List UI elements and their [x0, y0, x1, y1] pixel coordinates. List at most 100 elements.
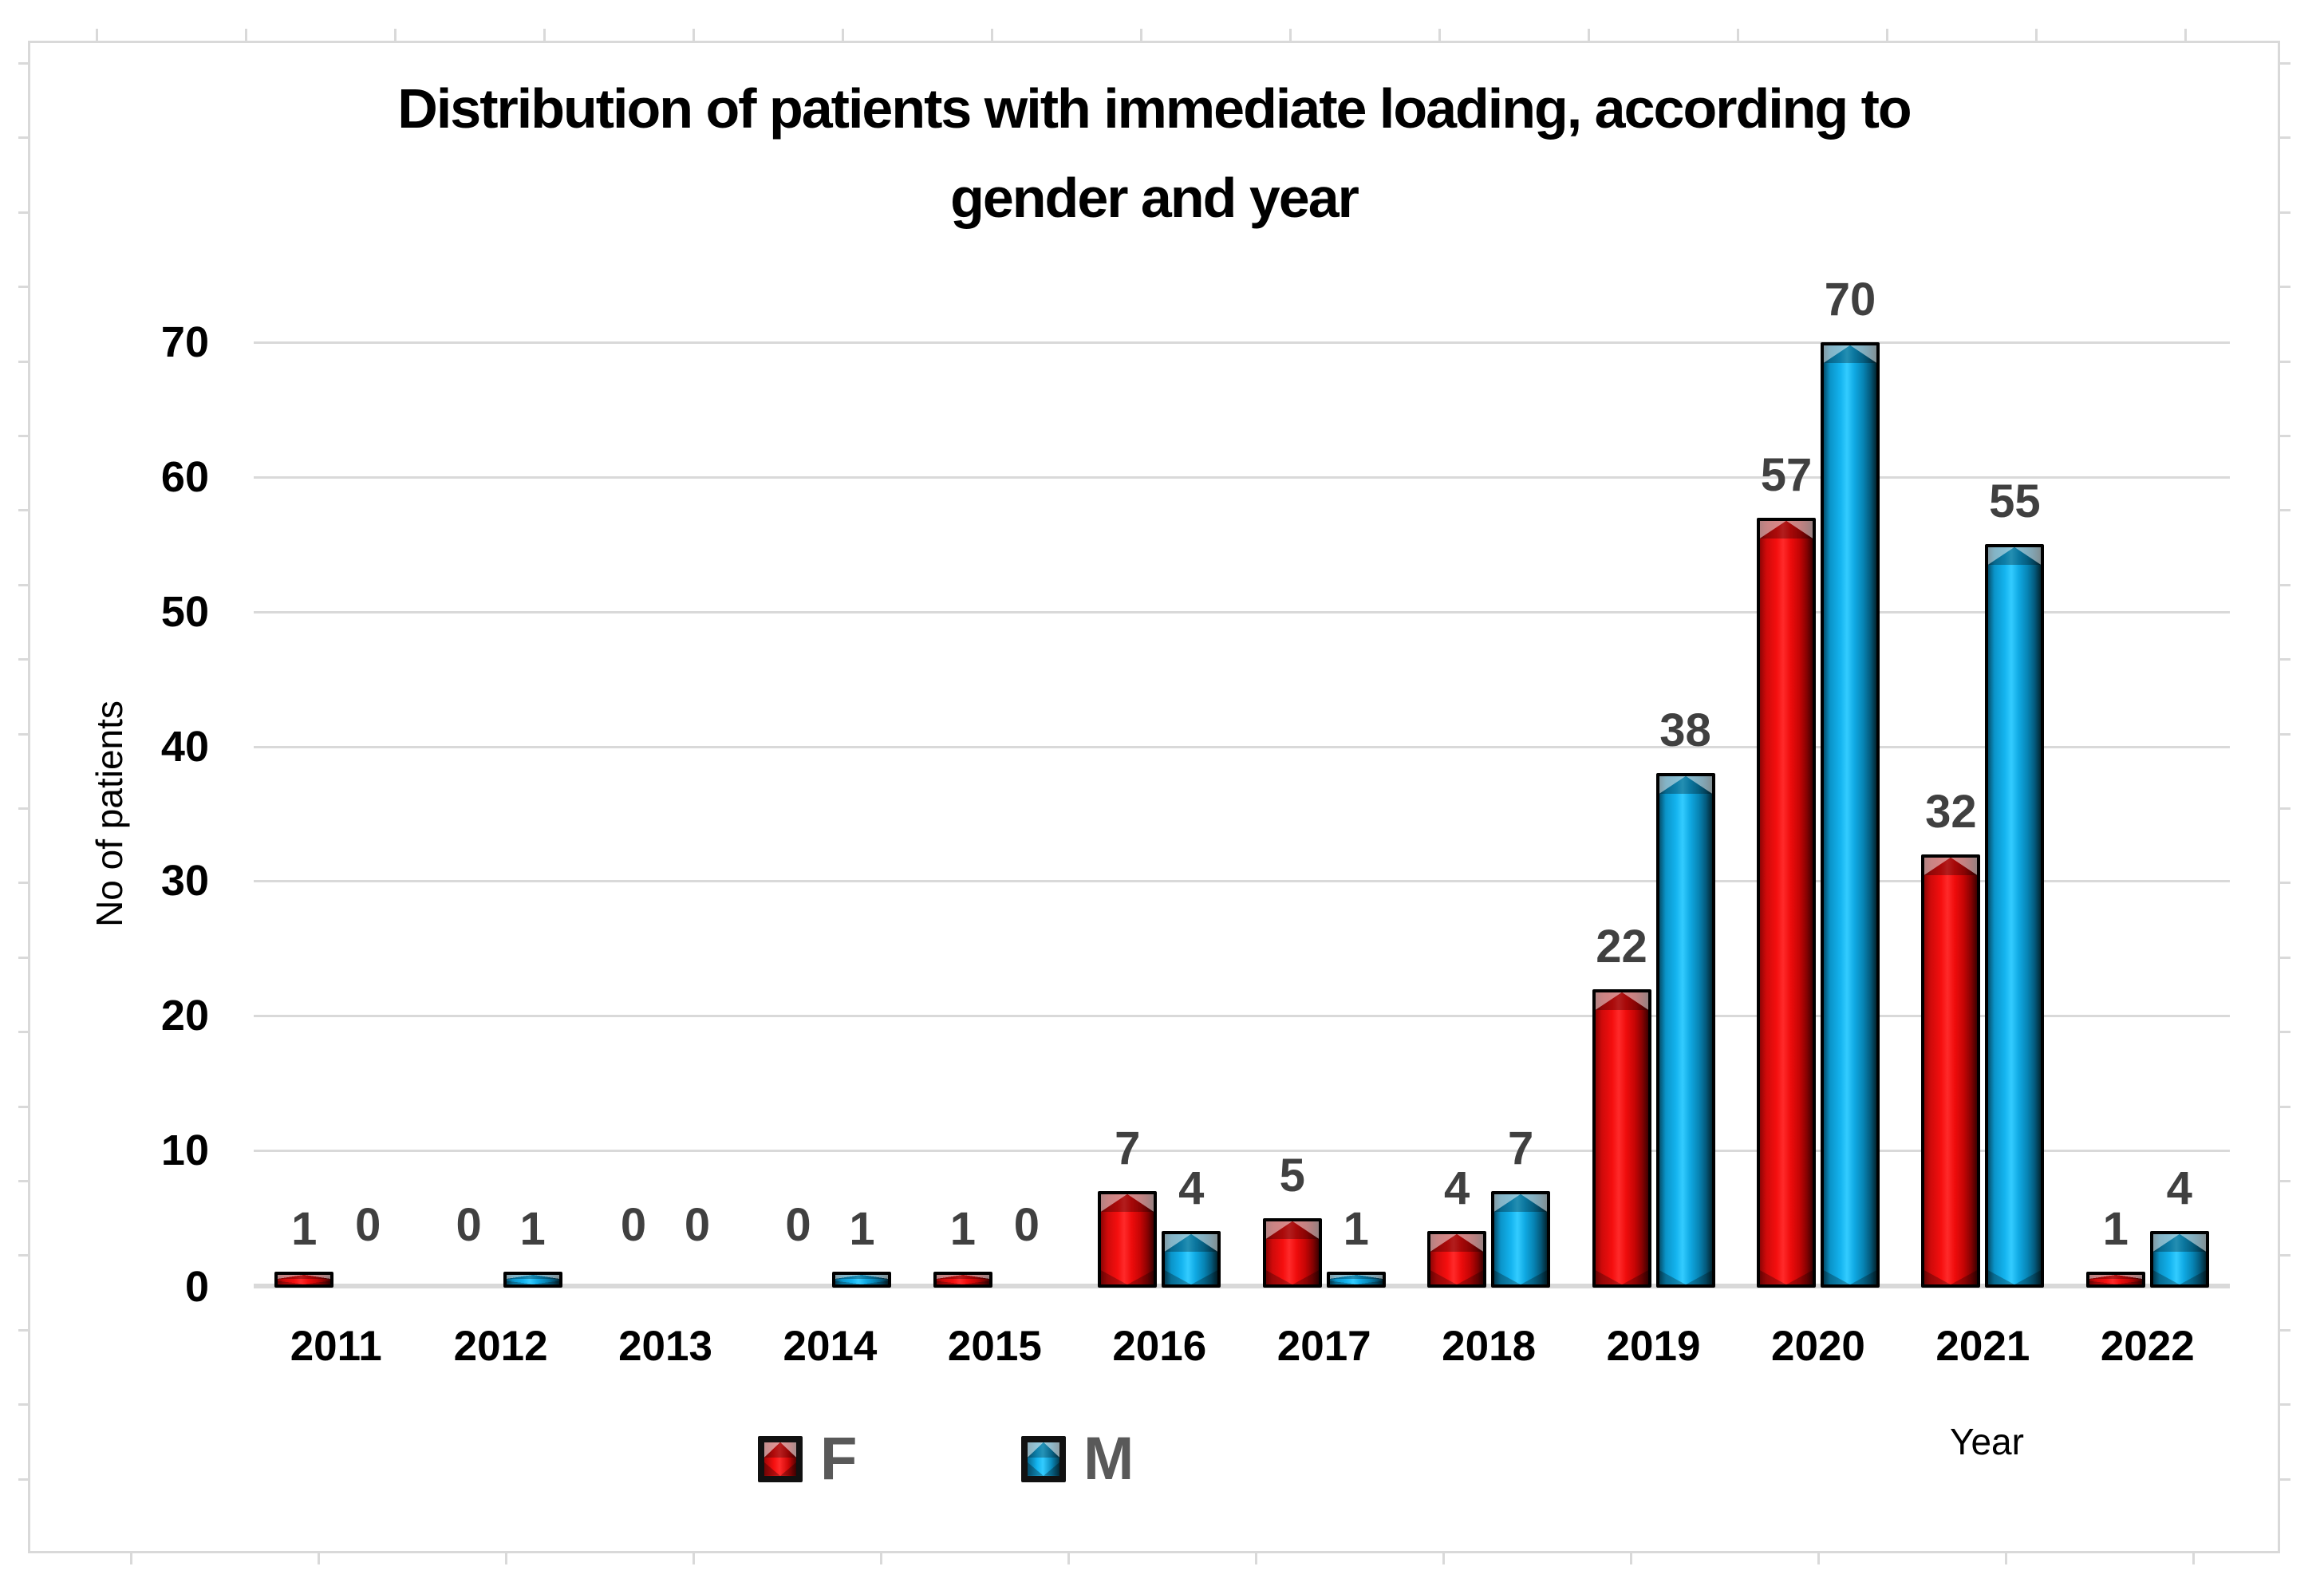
bar-f-2016 — [1098, 1190, 1158, 1288]
bar-m-2022 — [2149, 1231, 2209, 1288]
gridline-10 — [254, 1150, 2230, 1153]
data-label-m-2021: 55 — [1989, 475, 2041, 528]
y-tick-label-70: 70 — [160, 318, 209, 366]
gridline-30 — [254, 880, 2230, 883]
worksheet-gridline-tick — [2280, 62, 2290, 65]
bar-f-2018 — [1427, 1231, 1487, 1288]
worksheet-gridline-tick — [18, 211, 29, 214]
legend-item-f: F — [758, 1429, 857, 1489]
worksheet-gridline-tick — [2280, 882, 2290, 884]
worksheet-gridline-tick — [1067, 1553, 1070, 1564]
bar-m-2014 — [832, 1272, 892, 1288]
data-label-f-2013: 0 — [620, 1199, 647, 1251]
worksheet-gridline-tick — [18, 1403, 29, 1406]
worksheet-gridline-tick — [2280, 1478, 2290, 1481]
data-label-f-2016: 7 — [1115, 1122, 1141, 1174]
worksheet-gridline-tick — [18, 658, 29, 661]
axis-baseline — [254, 1284, 2230, 1288]
chart-title-line-1: Distribution of patients with immediate … — [397, 77, 1912, 140]
worksheet-gridline-tick — [1442, 1553, 1445, 1564]
gridline-70 — [254, 341, 2230, 344]
y-tick-label-30: 30 — [160, 857, 209, 905]
worksheet-gridline-tick — [2280, 1180, 2290, 1182]
data-label-m-2020: 70 — [1824, 274, 1876, 325]
x-tick-label-2019: 2019 — [1606, 1323, 1701, 1370]
data-label-f-2015: 1 — [949, 1203, 976, 1256]
worksheet-gridline-tick — [2280, 733, 2290, 736]
bar-m-2018 — [1491, 1190, 1551, 1288]
data-label-m-2011: 0 — [355, 1199, 381, 1251]
y-tick-label-0: 0 — [184, 1263, 209, 1311]
worksheet-gridline-tick — [692, 1553, 695, 1564]
worksheet-gridline-tick — [2035, 29, 2038, 41]
worksheet-gridline-tick — [18, 136, 29, 139]
worksheet-gridline-tick — [1255, 1553, 1257, 1564]
data-label-m-2013: 0 — [684, 1199, 711, 1251]
legend-swatch-f — [758, 1436, 803, 1482]
worksheet-gridline-tick — [2280, 1031, 2290, 1033]
worksheet-gridline-tick — [18, 435, 29, 437]
data-label-m-2014: 1 — [849, 1203, 875, 1256]
worksheet-gridline-tick — [692, 29, 695, 41]
data-label-f-2021: 32 — [1925, 785, 1977, 838]
worksheet-gridline-tick — [18, 62, 29, 65]
worksheet-gridline-tick — [2192, 1553, 2195, 1564]
bar-m-2016 — [1162, 1231, 1221, 1288]
chart-title: Distribution of patients with immediate … — [28, 64, 2280, 243]
worksheet-gridline-tick — [18, 733, 29, 736]
gridline-60 — [254, 475, 2230, 479]
x-tick-label-2018: 2018 — [1442, 1323, 1537, 1370]
x-tick-label-2015: 2015 — [947, 1323, 1042, 1370]
data-label-f-2011: 1 — [291, 1203, 318, 1256]
worksheet-gridline-tick — [1438, 29, 1441, 41]
chart-frame — [28, 41, 2280, 1553]
worksheet-gridline-tick — [1817, 1553, 1820, 1564]
x-tick-label-2013: 2013 — [618, 1323, 712, 1370]
bar-f-2019 — [1592, 988, 1651, 1288]
data-label-m-2017: 1 — [1343, 1203, 1369, 1256]
y-tick-label-60: 60 — [160, 452, 209, 501]
worksheet-gridline-tick — [842, 29, 844, 41]
worksheet-gridline-tick — [543, 29, 546, 41]
gridline-50 — [254, 610, 2230, 614]
x-axis-title: Year — [1950, 1421, 2024, 1462]
worksheet-gridline-tick — [2280, 957, 2290, 959]
worksheet-gridline-tick — [1630, 1553, 1632, 1564]
worksheet-gridline-tick — [394, 29, 397, 41]
worksheet-gridline-tick — [130, 1553, 132, 1564]
worksheet-gridline-tick — [18, 1329, 29, 1332]
data-label-f-2017: 5 — [1279, 1149, 1305, 1201]
worksheet-gridline-tick — [2280, 584, 2290, 586]
data-label-f-2012: 0 — [456, 1199, 482, 1251]
worksheet-gridline-tick — [1289, 29, 1292, 41]
worksheet-gridline-tick — [2184, 29, 2187, 41]
bar-m-2012 — [503, 1272, 562, 1288]
bar-f-2015 — [933, 1272, 992, 1288]
legend-item-m: M — [1021, 1429, 1134, 1489]
bar-f-2011 — [274, 1272, 334, 1288]
worksheet-gridline-tick — [2280, 1403, 2290, 1406]
worksheet-gridline-tick — [505, 1553, 507, 1564]
data-label-m-2019: 38 — [1659, 704, 1711, 757]
worksheet-gridline-tick — [18, 882, 29, 884]
y-tick-label-50: 50 — [160, 587, 209, 636]
data-label-m-2012: 1 — [519, 1203, 546, 1256]
data-label-f-2018: 4 — [1443, 1162, 1470, 1215]
worksheet-gridline-tick — [2280, 1254, 2290, 1257]
worksheet-gridline-tick — [18, 1180, 29, 1182]
worksheet-gridline-tick — [1737, 29, 1739, 41]
worksheet-gridline-tick — [2280, 1329, 2290, 1332]
x-tick-label-2017: 2017 — [1276, 1323, 1371, 1370]
worksheet-gridline-tick — [96, 29, 98, 41]
data-label-f-2014: 0 — [785, 1199, 811, 1251]
gridline-20 — [254, 1015, 2230, 1018]
worksheet-gridline-tick — [2280, 435, 2290, 437]
data-label-m-2016: 4 — [1178, 1162, 1205, 1215]
bar-f-2017 — [1262, 1217, 1322, 1288]
worksheet-gridline-tick — [18, 957, 29, 959]
data-label-m-2022: 4 — [2166, 1162, 2192, 1215]
bar-m-2017 — [1326, 1272, 1386, 1288]
worksheet-gridline-tick — [1886, 29, 1888, 41]
worksheet-gridline-tick — [1588, 29, 1590, 41]
bar-f-2020 — [1756, 517, 1816, 1288]
